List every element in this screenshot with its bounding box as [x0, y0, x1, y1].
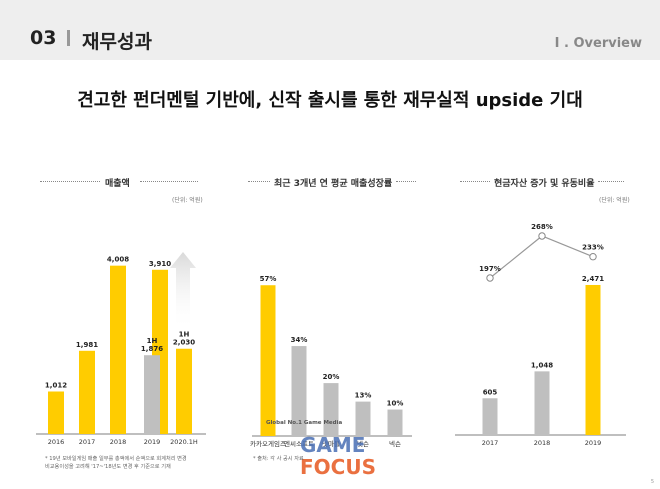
- header-bar: 03 재무성과 I . Overview: [0, 0, 660, 60]
- overview-label: I . Overview: [554, 36, 642, 51]
- x-tick-label: 2016: [48, 438, 65, 446]
- ratio-label: 197%: [479, 265, 501, 273]
- revenue-footnote: * 19년 모바일게임 매출 일부를 총액에서 순액으로 회계처리 변경 비교용…: [45, 455, 187, 471]
- x-tick-label: 2018: [110, 438, 127, 446]
- x-tick-label: 2020.1H: [170, 438, 198, 446]
- x-tick-label: 2018: [534, 439, 551, 447]
- bar: [260, 285, 276, 436]
- revenue-chart: 1,012 2016 1,981 2017 4,008 2018 3,910 2019 1H 2,…: [36, 256, 206, 446]
- bar: [585, 284, 601, 435]
- title-dots-left: [248, 181, 270, 182]
- data-label: 57%: [260, 275, 277, 283]
- x-tick-label: 2019: [585, 439, 602, 447]
- watermark-focus: FOCUS: [300, 455, 376, 479]
- data-label: 605: [483, 388, 498, 396]
- x-tick-label: 2017: [79, 438, 96, 446]
- ratio-point: [589, 253, 597, 261]
- bar: [110, 265, 126, 434]
- title-dots-left: [40, 181, 100, 182]
- bar: [176, 348, 192, 434]
- growth-arrow: [170, 252, 196, 330]
- bar: [291, 346, 307, 436]
- growth-title: 최근 3개년 연 평균 매출성장률: [274, 179, 393, 189]
- bar: [323, 383, 339, 436]
- data-label: 1H 1,876: [141, 337, 163, 353]
- section-number: 03: [30, 27, 57, 49]
- data-label: 34%: [291, 336, 308, 344]
- x-tick-label: 넥슨: [389, 439, 401, 448]
- bar: [355, 401, 371, 436]
- watermark-game: GAME: [300, 433, 365, 457]
- cash-unit: (단위: 억원): [599, 197, 630, 204]
- growth-rate-chart: 57% 카카오게임즈 34% 엔씨소프트 20% 넷마블 13% 넷슨 10% 넥슨: [250, 275, 412, 448]
- x-tick-label: 2017: [482, 439, 499, 447]
- cash-chart: 605 2017 1,048 2018 2,471 2019 197% 268% 233%: [455, 223, 626, 447]
- ratio-point: [486, 274, 494, 282]
- revenue-title: 매출액: [105, 179, 130, 189]
- ratio-line: [489, 235, 594, 279]
- page-headline: 견고한 펀더멘털 기반에, 신작 출시를 통한 재무실적 upside 기대: [77, 90, 583, 111]
- x-tick-label: 2019: [144, 438, 161, 446]
- data-label: 20%: [323, 373, 340, 381]
- data-label: 2,471: [582, 275, 604, 283]
- data-label: 4,008: [107, 256, 129, 264]
- ratio-label: 268%: [531, 223, 553, 231]
- section-title: 재무성과: [82, 31, 152, 53]
- bar: [534, 371, 550, 435]
- ratio-point: [538, 232, 546, 240]
- ratio-label: 233%: [582, 244, 604, 252]
- title-dots-right: [598, 181, 624, 182]
- bar: [144, 355, 160, 434]
- data-label: 3,910: [149, 260, 171, 268]
- data-label: 13%: [355, 392, 372, 400]
- title-dots-right: [396, 181, 416, 182]
- title-dots-left: [460, 181, 490, 182]
- data-label: 1,981: [76, 341, 98, 349]
- x-tick-label: 넷마블: [322, 439, 340, 448]
- bar: [79, 350, 95, 434]
- growth-footnote: * 출처: 각 사 공시 자료: [253, 456, 304, 462]
- bar: [48, 391, 64, 434]
- watermark-tagline: Global No.1 Game Media: [266, 420, 342, 426]
- data-label: 10%: [387, 400, 404, 408]
- data-label: 1,048: [531, 361, 553, 369]
- bar: [387, 409, 403, 436]
- page-number: 5: [650, 479, 654, 485]
- bar: [482, 398, 498, 435]
- cash-title: 현금자산 증가 및 유동비율: [494, 179, 595, 189]
- x-tick-label: 넷슨: [357, 439, 369, 448]
- section-divider: [67, 30, 70, 46]
- title-dots-right: [140, 181, 198, 182]
- data-label: 1,012: [45, 381, 67, 389]
- x-tick-label: 엔씨소프트: [284, 439, 314, 448]
- data-label: 1H 2,030: [173, 331, 195, 347]
- revenue-footnote-line2: 비교용이성을 고려해 '17~'18년도 변경 후 기준으로 기재: [45, 464, 171, 470]
- x-tick-label: 카카오게임즈: [250, 439, 286, 448]
- revenue-unit: (단위: 억원): [172, 197, 203, 204]
- revenue-footnote-line1: * 19년 모바일게임 매출 일부를 총액에서 순액으로 회계처리 변경: [45, 456, 187, 462]
